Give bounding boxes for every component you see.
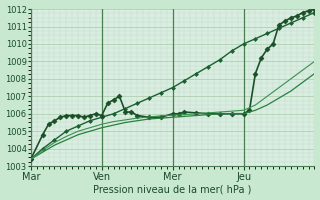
X-axis label: Pression niveau de la mer( hPa ): Pression niveau de la mer( hPa ) <box>93 184 252 194</box>
